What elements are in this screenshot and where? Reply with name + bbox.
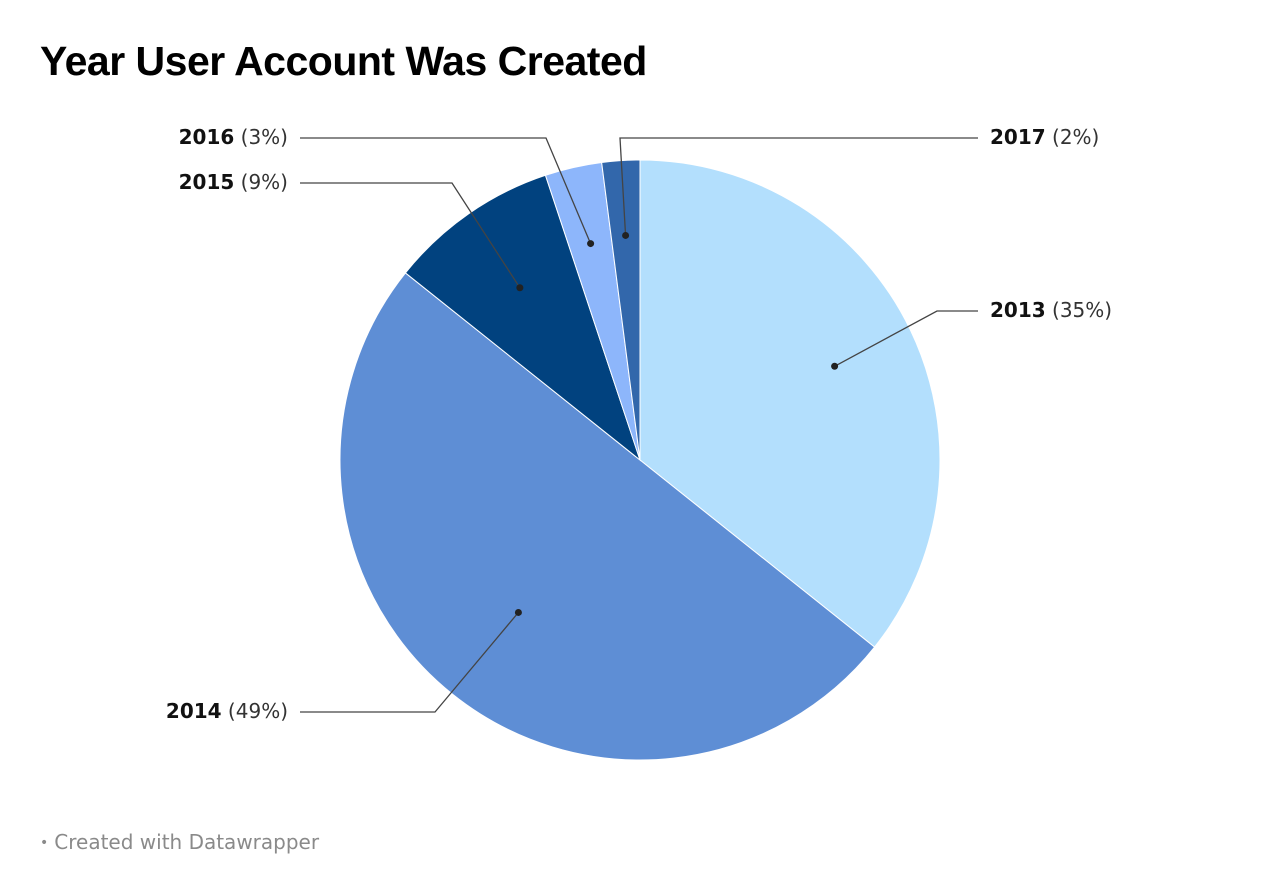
pie-slice-2014	[339, 272, 876, 761]
pie-slices	[339, 159, 941, 761]
leader-dot-2017	[622, 231, 630, 239]
slice-label-percent: (9%)	[234, 170, 288, 194]
leader-line-2015	[300, 182, 521, 289]
slice-label-year: 2017	[990, 125, 1046, 149]
leader-line-2013	[834, 310, 978, 367]
credit-text: Created with Datawrapper	[54, 830, 320, 854]
slice-label-percent: (2%)	[1046, 125, 1100, 149]
slice-label-2015: 2015 (9%)	[179, 170, 288, 194]
bullet-icon: •	[40, 835, 49, 851]
slice-label-year: 2013	[990, 298, 1046, 322]
slice-label-2014: 2014 (49%)	[166, 699, 288, 723]
leader-line-2017	[619, 137, 978, 236]
slice-label-percent: (49%)	[222, 699, 288, 723]
slice-label-percent: (3%)	[234, 125, 288, 149]
slice-label-year: 2014	[166, 699, 222, 723]
slice-label-2017: 2017 (2%)	[990, 125, 1099, 149]
slice-label-percent: (35%)	[1046, 298, 1112, 322]
leader-dot-2013	[831, 362, 839, 370]
slice-labels: 2013 (35%)2014 (49%)2015 (9%)2016 (3%) 20…	[166, 125, 1112, 723]
leader-line-2016	[300, 137, 592, 244]
chart-title: Year User Account Was Created	[40, 38, 647, 84]
leader-dot-2016	[587, 240, 595, 248]
footer-credit: • Created with Datawrapper	[40, 830, 319, 854]
slice-label-2016: 2016 (3%)	[179, 125, 288, 149]
leader-lines	[300, 137, 978, 713]
leader-dot-2015	[516, 284, 524, 292]
pie-slice-2013	[639, 159, 941, 648]
slice-label-year: 2015	[179, 170, 235, 194]
leader-line-2014	[300, 612, 519, 713]
pie-slice-2015	[404, 174, 642, 462]
leader-dot-2014	[514, 608, 522, 616]
slice-label-2013: 2013 (35%)	[990, 298, 1112, 322]
slice-label-year: 2016	[179, 125, 235, 149]
